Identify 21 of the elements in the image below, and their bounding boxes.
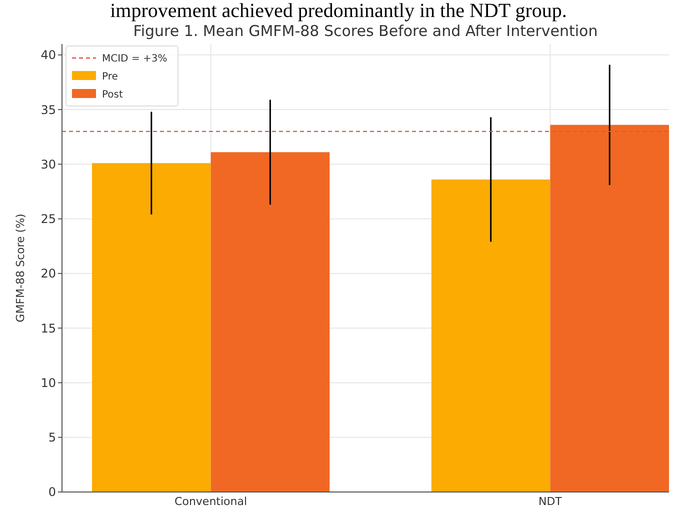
y-tick-label: 35 [40,102,56,117]
legend-label: MCID = +3% [102,54,168,64]
y-tick-label: 40 [40,48,56,62]
x-tick-label: Conventional [174,495,248,507]
text: improvement achieved predominantly in the NDT group. [110,0,567,22]
y-tick-label: 5 [48,430,56,445]
chart-title: Figure 1. Mean GMFM-88 Scores Before and After Intervention [133,22,598,40]
bar [550,124,669,492]
bar [92,163,211,492]
bar [210,152,330,492]
bar [431,179,550,492]
y-tick-label: 10 [40,376,56,390]
y-axis-title: GMFM-88 Score (%) [14,214,27,322]
y-tick-label: 25 [40,212,56,226]
x-tick-label: NDT [538,495,562,507]
y-tick-label: 0 [48,485,56,500]
legend-label: Pre [102,72,118,82]
legend-label: Post [102,90,123,100]
y-tick-label: 20 [40,266,56,281]
y-tick-label: 30 [40,157,56,172]
y-tick-label: 15 [40,321,56,336]
